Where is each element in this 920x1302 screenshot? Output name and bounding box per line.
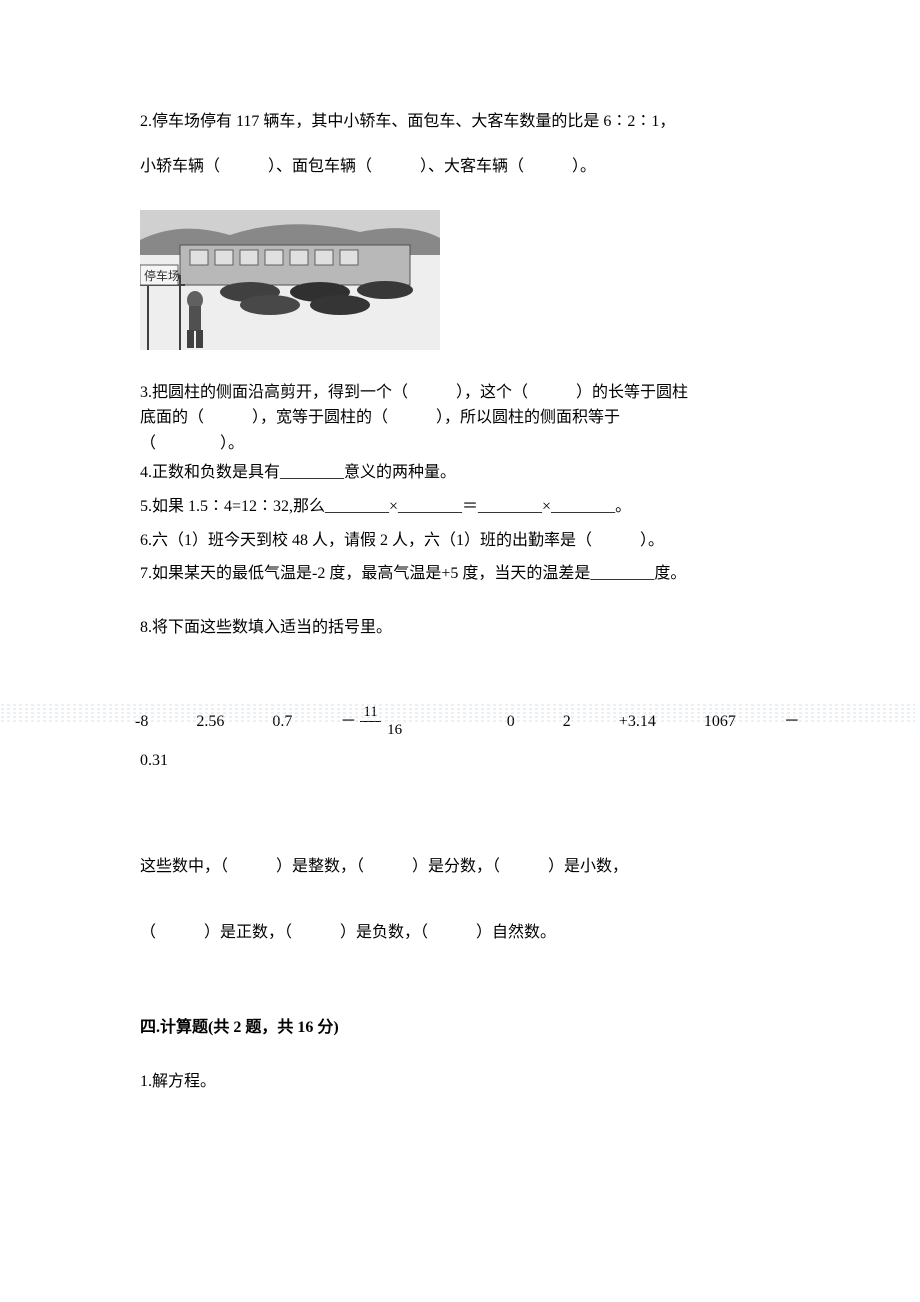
num-0: 0	[507, 709, 515, 735]
q2-line2: 小轿车辆（ ）、面包车辆（ ）、大客车辆（ ）。	[140, 145, 780, 190]
question-5: 5.如果 1.5∶4=12∶32,那么________×________＝___…	[140, 494, 780, 520]
num-031: 0.31	[140, 748, 780, 774]
frac-prefix: －	[340, 709, 356, 735]
frac-num: 11	[360, 705, 380, 722]
question-6: 6.六（1）班今天到校 48 人，请假 2 人，六（1）班的出勤率是（ ）。	[140, 528, 780, 554]
num-neg-11-16: － 11 16	[340, 705, 428, 738]
parking-svg: 停车场	[140, 210, 440, 350]
section-4-header: 四.计算题(共 2 题，共 16 分)	[140, 1015, 780, 1041]
question-3: 3.把圆柱的侧面沿高剪开，得到一个（ ），这个（ ）的长等于圆柱 底面的（ ），…	[140, 380, 780, 457]
num-1067: 1067	[704, 709, 736, 735]
q8-answer-line2: （ ）是正数，（ ）是负数，（ ）自然数。	[140, 920, 780, 946]
num-neg8: -8	[135, 709, 148, 735]
q3-line2: 底面的（ ），宽等于圆柱的（ ），所以圆柱的侧面积等于	[140, 405, 780, 431]
q3-line3: （ ）。	[140, 431, 780, 457]
q3-line1: 3.把圆柱的侧面沿高剪开，得到一个（ ），这个（ ）的长等于圆柱	[140, 380, 780, 406]
question-2: 2.停车场停有 117 辆车，其中小轿车、面包车、大客车数量的比是 6∶2∶1，…	[140, 100, 780, 190]
section-4-q1: 1.解方程。	[140, 1069, 780, 1095]
question-8-numbers: -8 2.56 0.7 － 11 16 0 2 +3.14 1067 －	[135, 705, 835, 738]
parking-lot-illustration: 停车场	[140, 210, 440, 350]
num-07: 0.7	[272, 709, 292, 735]
question-8-intro: 8.将下面这些数填入适当的括号里。	[140, 615, 780, 641]
num-256: 2.56	[196, 709, 224, 735]
svg-text:停车场: 停车场	[144, 268, 180, 283]
num-neg-trailing: －	[784, 709, 800, 735]
question-4: 4.正数和负数是具有________意义的两种量。	[140, 460, 780, 486]
fraction-11-16: 11 16	[360, 705, 428, 738]
q8-answer-line1: 这些数中，（ ）是整数，（ ）是分数，（ ）是小数，	[140, 854, 780, 880]
question-7: 7.如果某天的最低气温是-2 度，最高气温是+5 度，当天的温差是_______…	[140, 561, 780, 587]
q2-line1: 2.停车场停有 117 辆车，其中小轿车、面包车、大客车数量的比是 6∶2∶1，	[140, 100, 780, 145]
num-314: +3.14	[619, 709, 656, 735]
frac-den: 16	[384, 722, 405, 738]
num-2: 2	[563, 709, 571, 735]
